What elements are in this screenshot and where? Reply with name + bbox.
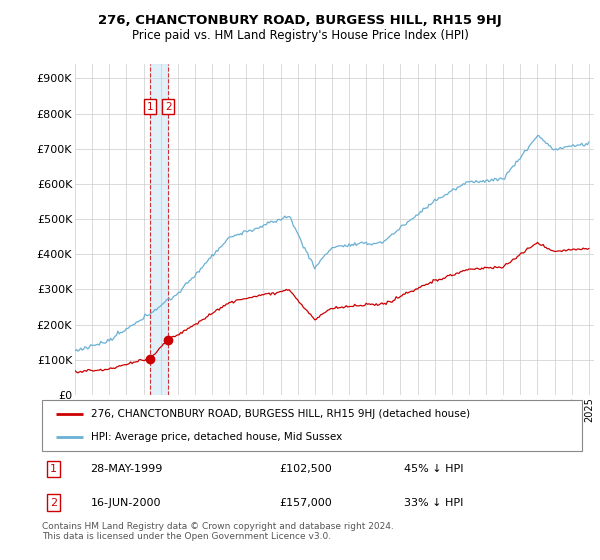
Text: 1: 1: [147, 101, 154, 111]
Text: HPI: Average price, detached house, Mid Sussex: HPI: Average price, detached house, Mid …: [91, 432, 342, 442]
Text: 28-MAY-1999: 28-MAY-1999: [91, 464, 163, 474]
Bar: [150, 64, 169, 395]
Text: 45% ↓ HPI: 45% ↓ HPI: [404, 464, 463, 474]
Text: 2: 2: [165, 101, 172, 111]
Text: £157,000: £157,000: [280, 497, 332, 507]
Text: £102,500: £102,500: [280, 464, 332, 474]
Text: 2: 2: [50, 497, 57, 507]
Text: 16-JUN-2000: 16-JUN-2000: [91, 497, 161, 507]
Text: 33% ↓ HPI: 33% ↓ HPI: [404, 497, 463, 507]
Text: 276, CHANCTONBURY ROAD, BURGESS HILL, RH15 9HJ (detached house): 276, CHANCTONBURY ROAD, BURGESS HILL, RH…: [91, 409, 470, 419]
Text: Price paid vs. HM Land Registry's House Price Index (HPI): Price paid vs. HM Land Registry's House …: [131, 29, 469, 42]
Text: Contains HM Land Registry data © Crown copyright and database right 2024.
This d: Contains HM Land Registry data © Crown c…: [42, 522, 394, 542]
Text: 1: 1: [50, 464, 57, 474]
Text: 276, CHANCTONBURY ROAD, BURGESS HILL, RH15 9HJ: 276, CHANCTONBURY ROAD, BURGESS HILL, RH…: [98, 14, 502, 27]
